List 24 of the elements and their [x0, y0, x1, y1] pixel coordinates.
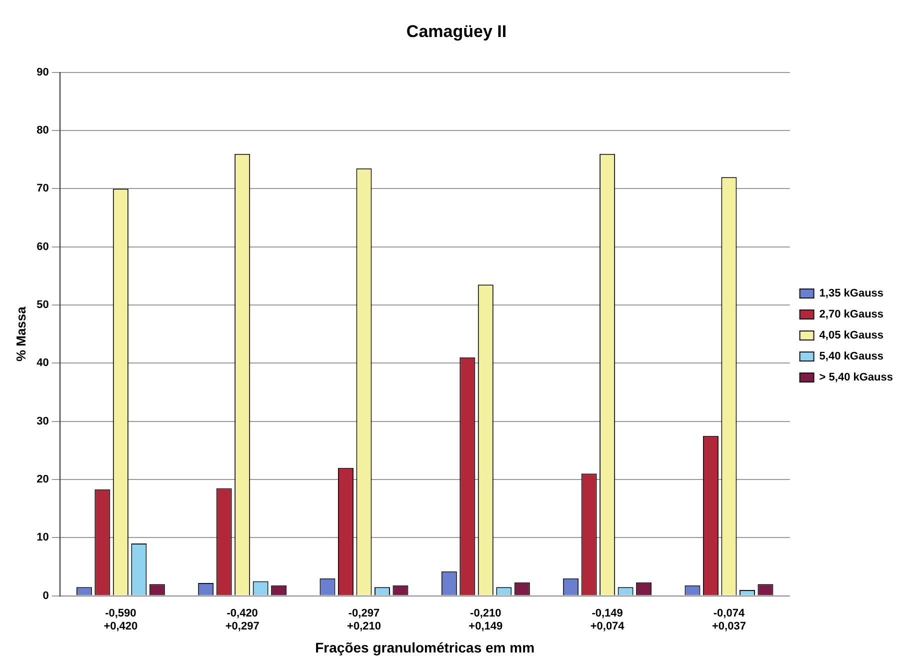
x-tick-label: -0,149 +0,074 [590, 607, 626, 633]
legend-label: 2,70 kGauss [819, 308, 884, 321]
x-axis-title: Frações granulométricas em mm [315, 639, 535, 656]
y-tick-label: 0 [42, 590, 49, 602]
y-tick-label: 90 [36, 66, 49, 78]
legend-label: 1,35 kGauss [819, 288, 884, 300]
x-tick-label: -0,074 +0,037 [712, 607, 746, 633]
legend-label: 4,05 kGauss [819, 330, 884, 342]
y-tick-label: 60 [36, 240, 49, 253]
y-tick-label: 70 [36, 182, 49, 195]
y-tick-label: 10 [36, 532, 49, 544]
legend-label: > 5,40 kGauss [819, 372, 894, 384]
y-axis-title: % Massa [13, 306, 28, 362]
x-tick-label: -0,210 +0,149 [468, 607, 503, 633]
x-tick-label: -0,420 +0,297 [225, 607, 260, 633]
x-tick-label: -0,590 +0,420 [104, 607, 138, 633]
chart-title: Camagüey II [406, 22, 507, 41]
legend-label: 5,40 kGauss [819, 350, 884, 363]
x-tick-label: -0,297 +0,210 [347, 607, 381, 633]
y-tick-label: 20 [36, 474, 49, 486]
y-tick-label: 40 [36, 357, 49, 370]
y-tick-label: 50 [36, 299, 49, 312]
y-tick-label: 30 [36, 415, 49, 428]
y-tick-label: 80 [36, 124, 49, 137]
